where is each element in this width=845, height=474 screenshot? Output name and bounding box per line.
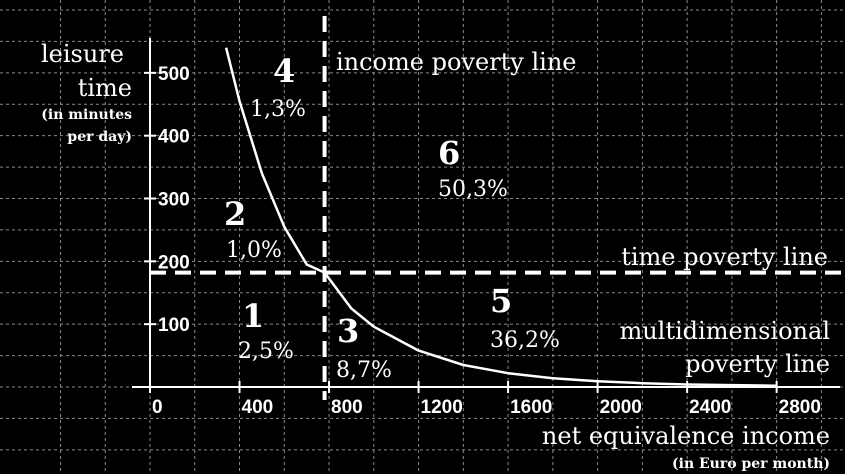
region-5-number: 5 [490, 282, 512, 320]
y-tick-label: 200 [158, 252, 190, 273]
region-3-number: 3 [337, 312, 359, 350]
axes [132, 38, 840, 388]
ticks: 0 400 800 1200 1600 2000 2400 2800 100 200 300 400 5… [144, 64, 821, 418]
region-4-value: 1,3% [250, 97, 306, 122]
y-tick-label: 300 [158, 190, 190, 211]
region-5-value: 36,2% [490, 328, 560, 353]
region-6-value: 50,3% [438, 177, 508, 202]
region-4-number: 4 [273, 52, 295, 90]
region-1-number: 1 [242, 297, 264, 335]
region-3-value: 8,7% [336, 358, 392, 383]
series-line [224, 47, 777, 387]
y-tick-label: 100 [158, 315, 190, 336]
y-tick-label: 400 [158, 127, 190, 148]
y-tick-label: 500 [158, 64, 190, 85]
time-poverty-line-label: time poverty line [621, 243, 828, 271]
x-axis-title: net equivalence income [542, 422, 830, 450]
region-2-number: 2 [224, 195, 246, 233]
y-axis-title-line1: leisure [41, 40, 124, 68]
x-tick-label: 2400 [689, 397, 731, 418]
region-2-value: 1,0% [226, 238, 282, 263]
y-axis-title-sub1: (in minutes [41, 107, 132, 123]
x-tick-label: 2800 [779, 397, 821, 418]
x-tick-label: 1200 [421, 397, 463, 418]
x-tick-label: 400 [242, 397, 274, 418]
x-axis-subtitle: (in Euro per month) [672, 456, 830, 472]
x-tick-label: 2000 [600, 397, 642, 418]
region-1-value: 2,5% [238, 339, 294, 364]
x-tick-label: 0 [152, 397, 163, 418]
income-poverty-line-label: income poverty line [336, 48, 577, 76]
multidimensional-label-line1: multidimensional [619, 317, 830, 345]
y-axis-title-sub2: per day) [67, 129, 132, 145]
poverty-lines [150, 16, 845, 400]
y-axis-title-line2: time [78, 74, 132, 102]
x-tick-label: 1600 [510, 397, 552, 418]
x-tick-label: 800 [331, 397, 363, 418]
curve-layer [224, 47, 777, 387]
region-6-number: 6 [438, 134, 460, 172]
multidimensional-label-line2: poverty line [685, 350, 830, 378]
